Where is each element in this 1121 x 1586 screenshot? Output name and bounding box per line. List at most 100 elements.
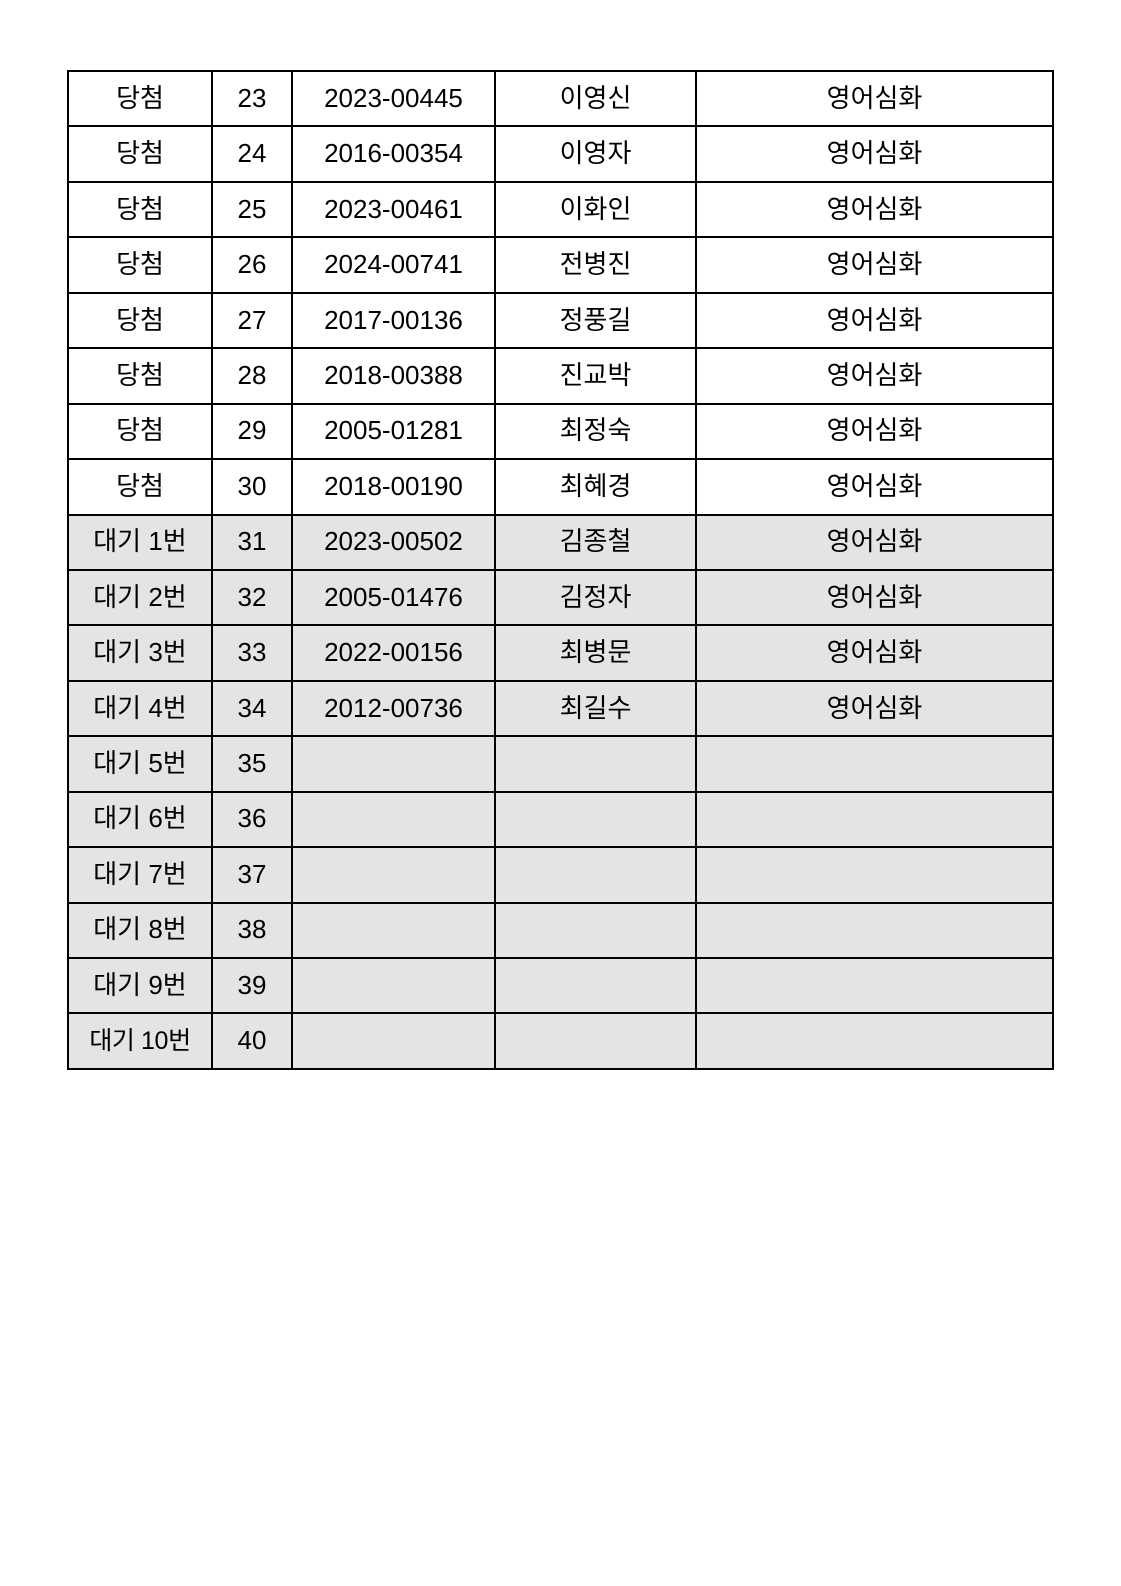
cell-course: [695, 956, 1054, 1015]
cell-name: [494, 1012, 697, 1070]
cell-number: 29: [211, 402, 293, 461]
cell-member-id: [291, 846, 496, 904]
table-row: 대기 7번 37: [67, 846, 1054, 904]
cell-status: 대기 9번: [67, 956, 213, 1015]
cell-course: 영어심화: [695, 513, 1054, 571]
cell-status: 대기 7번: [67, 846, 213, 904]
cell-status: 당첨: [67, 125, 213, 183]
cell-name: [494, 956, 697, 1015]
cell-member-id: [291, 1012, 496, 1070]
cell-number: 32: [211, 568, 293, 627]
cell-course: [695, 735, 1054, 793]
cell-status: 당첨: [67, 236, 213, 294]
cell-number: 35: [211, 735, 293, 793]
cell-number: 31: [211, 513, 293, 571]
table-row: 대기 1번 31 2023-00502 김종철 영어심화: [67, 513, 1054, 571]
table-row: 대기 4번 34 2012-00736 최길수 영어심화: [67, 679, 1054, 738]
cell-status: 대기 10번: [67, 1012, 213, 1070]
cell-name: 최길수: [494, 679, 697, 738]
cell-course: 영어심화: [695, 402, 1054, 461]
cell-member-id: 2016-00354: [291, 125, 496, 183]
cell-status: 대기 1번: [67, 513, 213, 571]
cell-course: 영어심화: [695, 679, 1054, 738]
cell-course: 영어심화: [695, 568, 1054, 627]
table-row: 대기 8번 38: [67, 901, 1054, 960]
cell-status: 대기 6번: [67, 790, 213, 849]
cell-member-id: 2018-00190: [291, 458, 496, 516]
cell-name: 이영신: [494, 69, 697, 128]
cell-name: 최정숙: [494, 402, 697, 461]
cell-course: 영어심화: [695, 180, 1054, 239]
table-row: 대기 3번 33 2022-00156 최병문 영어심화: [67, 624, 1054, 682]
cell-course: [695, 790, 1054, 849]
cell-member-id: 2023-00461: [291, 180, 496, 239]
cell-status: 당첨: [67, 291, 213, 350]
cell-member-id: 2005-01281: [291, 402, 496, 461]
cell-name: 최병문: [494, 624, 697, 682]
table-row: 대기 10번 40: [67, 1012, 1054, 1070]
cell-number: 34: [211, 679, 293, 738]
cell-course: 영어심화: [695, 125, 1054, 183]
table-row: 당첨 25 2023-00461 이화인 영어심화: [67, 180, 1054, 239]
cell-member-id: 2005-01476: [291, 568, 496, 627]
cell-member-id: 2023-00502: [291, 513, 496, 571]
table-row: 대기 9번 39: [67, 956, 1054, 1015]
cell-status: 당첨: [67, 180, 213, 239]
table-row: 당첨 28 2018-00388 진교박 영어심화: [67, 347, 1054, 405]
table-row: 당첨 24 2016-00354 이영자 영어심화: [67, 125, 1054, 183]
cell-course: 영어심화: [695, 69, 1054, 128]
cell-number: 40: [211, 1012, 293, 1070]
cell-name: 김정자: [494, 568, 697, 627]
table-row: 대기 6번 36: [67, 790, 1054, 849]
cell-name: 최혜경: [494, 458, 697, 516]
cell-name: 정풍길: [494, 291, 697, 350]
table-row: 당첨 29 2005-01281 최정숙 영어심화: [67, 402, 1054, 461]
cell-course: 영어심화: [695, 291, 1054, 350]
cell-name: [494, 846, 697, 904]
lottery-roster-table: 당첨 23 2023-00445 이영신 영어심화 당첨 24 2016-00354 이영자 영어…: [67, 69, 1054, 1070]
cell-member-id: 2024-00741: [291, 236, 496, 294]
cell-member-id: 2022-00156: [291, 624, 496, 682]
cell-number: 23: [211, 69, 293, 128]
cell-name: [494, 790, 697, 849]
cell-status: 당첨: [67, 69, 213, 128]
cell-status: 대기 5번: [67, 735, 213, 793]
cell-number: 27: [211, 291, 293, 350]
cell-name: 이화인: [494, 180, 697, 239]
cell-status: 대기 4번: [67, 679, 213, 738]
cell-name: [494, 901, 697, 960]
cell-number: 25: [211, 180, 293, 239]
cell-number: 30: [211, 458, 293, 516]
cell-member-id: 2023-00445: [291, 69, 496, 128]
cell-member-id: [291, 956, 496, 1015]
table-row: 대기 2번 32 2005-01476 김정자 영어심화: [67, 568, 1054, 627]
cell-status: 당첨: [67, 347, 213, 405]
cell-course: 영어심화: [695, 624, 1054, 682]
cell-course: [695, 1012, 1054, 1070]
cell-number: 33: [211, 624, 293, 682]
table-row: 당첨 26 2024-00741 전병진 영어심화: [67, 236, 1054, 294]
cell-course: 영어심화: [695, 458, 1054, 516]
cell-member-id: 2012-00736: [291, 679, 496, 738]
cell-member-id: [291, 790, 496, 849]
cell-course: [695, 901, 1054, 960]
cell-member-id: 2018-00388: [291, 347, 496, 405]
cell-number: 26: [211, 236, 293, 294]
cell-number: 24: [211, 125, 293, 183]
cell-status: 당첨: [67, 458, 213, 516]
cell-course: 영어심화: [695, 236, 1054, 294]
roster-table-body: 당첨 23 2023-00445 이영신 영어심화 당첨 24 2016-00354 이영자 영어…: [67, 69, 1054, 1070]
cell-name: 김종철: [494, 513, 697, 571]
cell-number: 38: [211, 901, 293, 960]
cell-status: 대기 8번: [67, 901, 213, 960]
cell-name: [494, 735, 697, 793]
table-row: 당첨 27 2017-00136 정풍길 영어심화: [67, 291, 1054, 350]
cell-name: 전병진: [494, 236, 697, 294]
cell-member-id: [291, 735, 496, 793]
cell-status: 대기 3번: [67, 624, 213, 682]
table-row: 당첨 23 2023-00445 이영신 영어심화: [67, 69, 1054, 128]
cell-course: 영어심화: [695, 347, 1054, 405]
cell-member-id: 2017-00136: [291, 291, 496, 350]
cell-number: 39: [211, 956, 293, 1015]
